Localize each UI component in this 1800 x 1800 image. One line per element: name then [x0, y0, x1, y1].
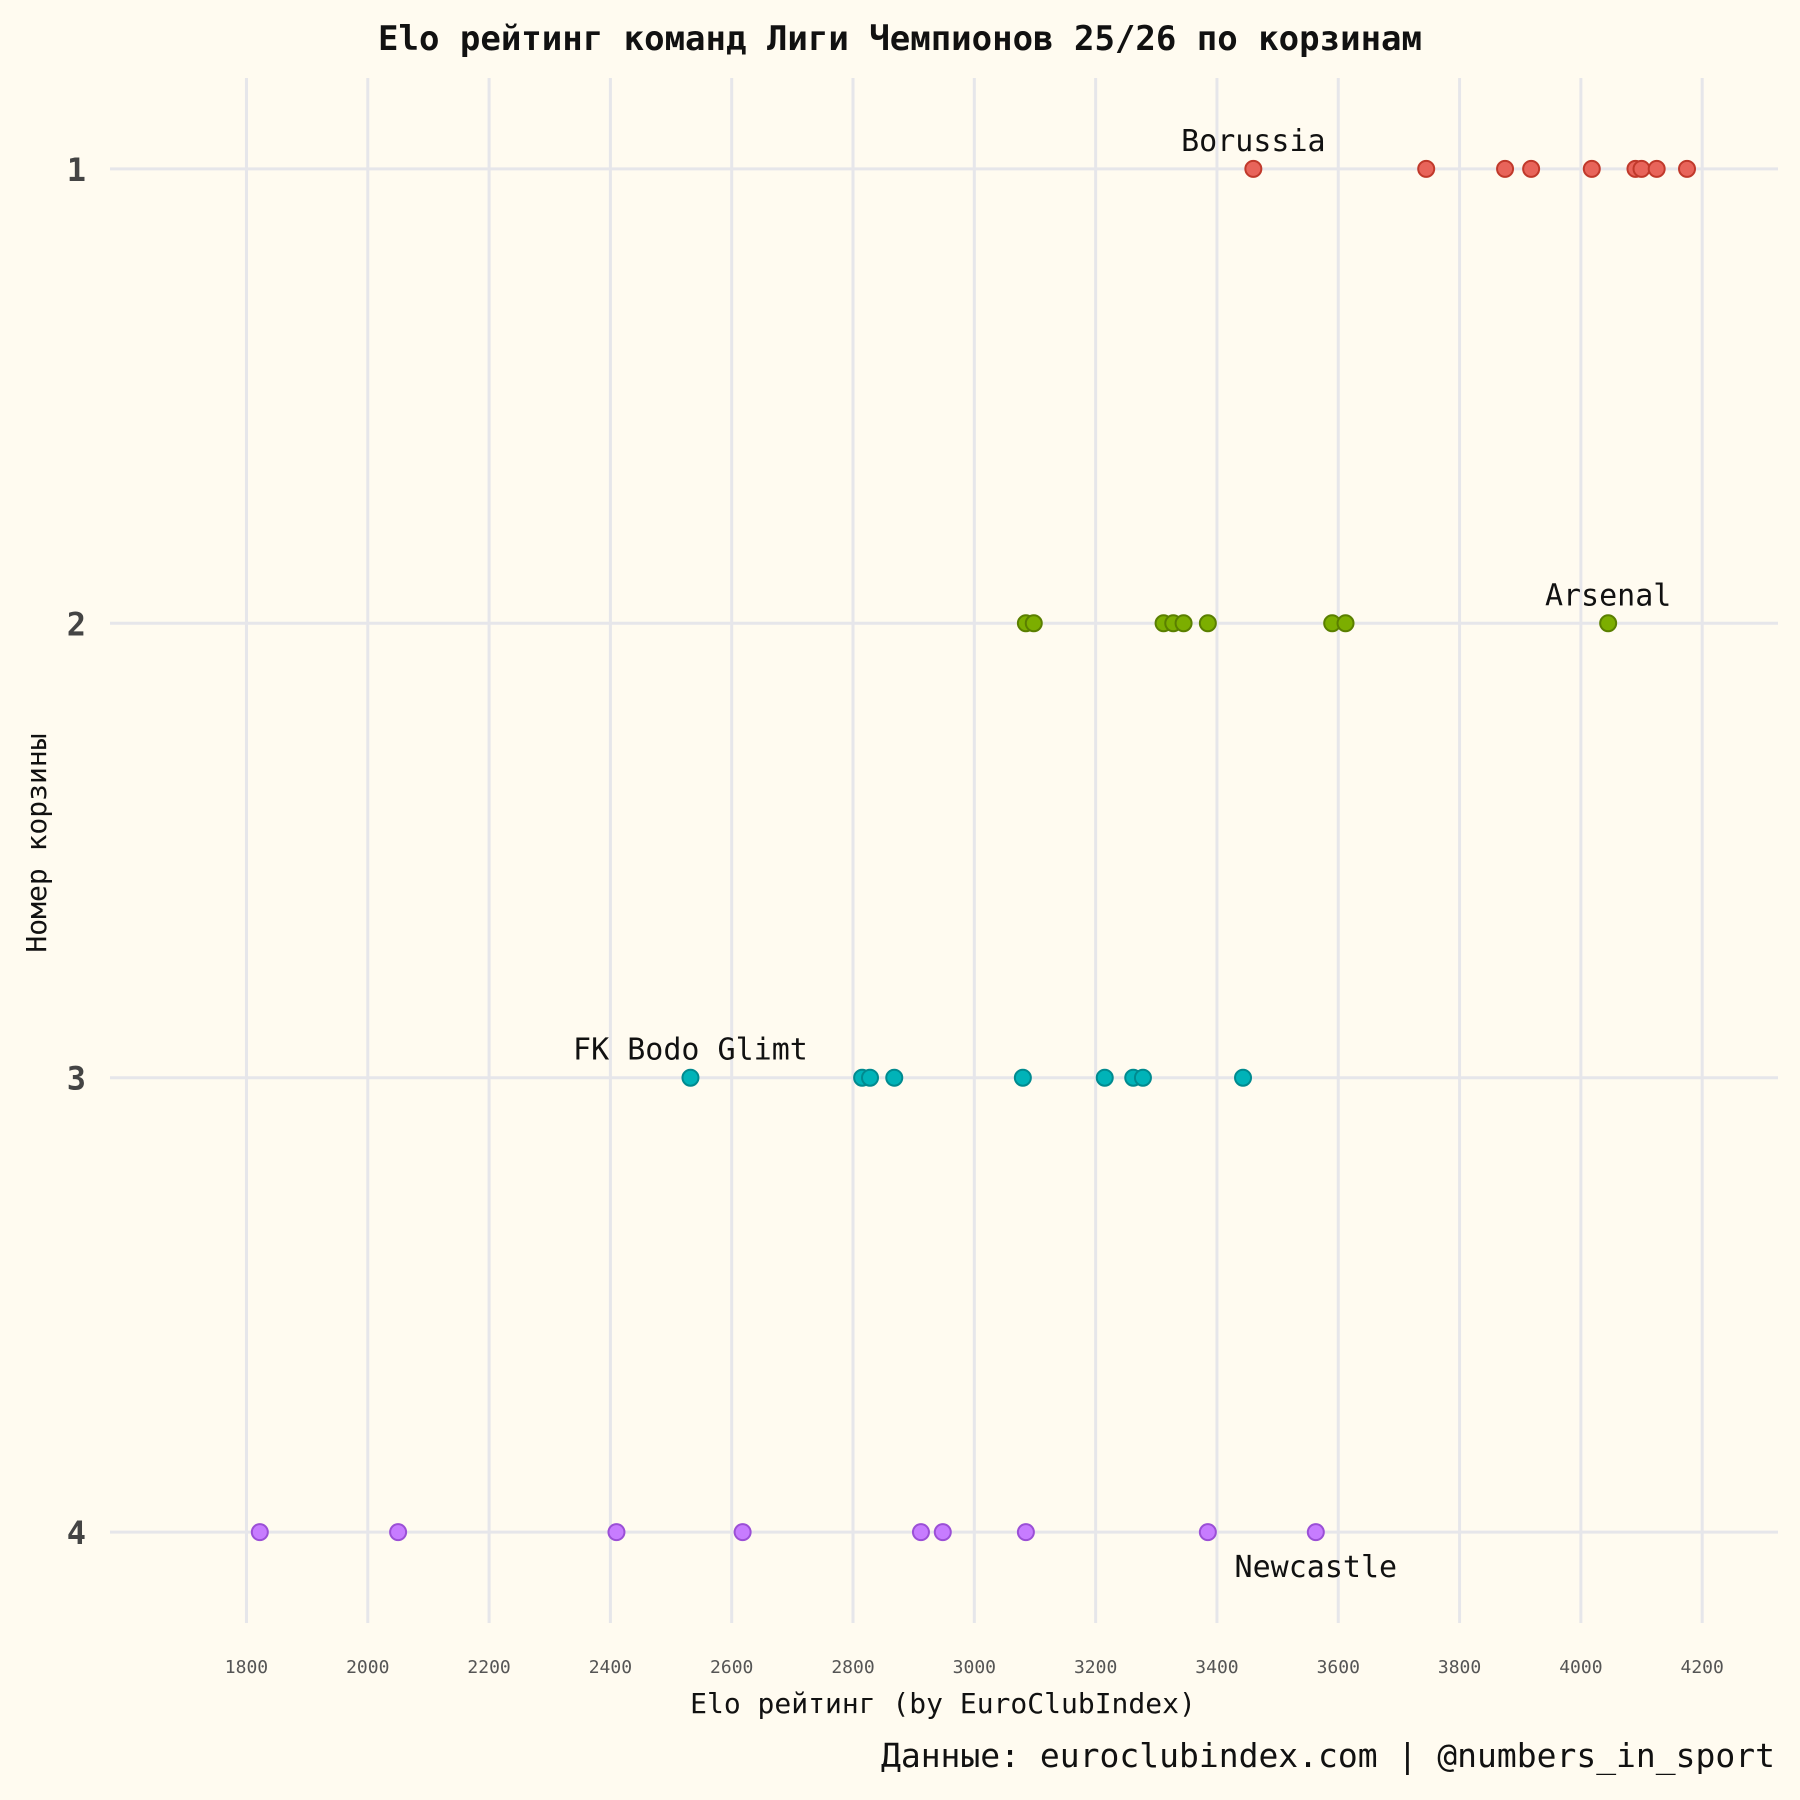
- chart-title: Elo рейтинг команд Лиги Чемпионов 25/26 …: [378, 19, 1422, 59]
- x-tick-label-1800: 1800: [225, 1657, 268, 1678]
- annotation-arsenal: Arsenal: [1545, 578, 1671, 613]
- x-tick-label-2000: 2000: [346, 1657, 389, 1678]
- x-tick-label-2800: 2800: [831, 1657, 874, 1678]
- point-pot1-0: [1244, 159, 1263, 178]
- point-pot3-3: [885, 1068, 904, 1087]
- x-gridlines: [244, 78, 1704, 1623]
- point-pot1-4: [1582, 159, 1601, 178]
- point-pot4-4: [911, 1523, 930, 1542]
- y-gridlines: [110, 167, 1778, 1534]
- x-tick-label-3000: 3000: [953, 1657, 996, 1678]
- y-tick-labels: 1 2 3 4: [67, 151, 86, 1552]
- point-pot3-7: [1133, 1068, 1152, 1087]
- point-pot1-6: [1632, 159, 1651, 178]
- x-tick-labels: 1800 2000 2200 2400 2600 2800 3000 3200 3400 3600…: [225, 1657, 1724, 1678]
- x-tick-label-2600: 2600: [710, 1657, 753, 1678]
- point-pot4-2: [607, 1523, 626, 1542]
- point-pot2-7: [1336, 614, 1355, 633]
- point-pot3-8: [1234, 1068, 1253, 1087]
- annotation-fk-bodo-glimt: FK Bodo Glimt: [573, 1033, 808, 1068]
- point-pot1-2: [1496, 159, 1515, 178]
- annotation-borussia: Borussia: [1181, 124, 1326, 159]
- x-tick-label-3400: 3400: [1195, 1657, 1238, 1678]
- point-pot2-5: [1198, 614, 1217, 633]
- x-tick-label-3200: 3200: [1074, 1657, 1117, 1678]
- point-pot4-5: [933, 1523, 952, 1542]
- point-pot4-3: [733, 1523, 752, 1542]
- point-pot1-7: [1647, 159, 1666, 178]
- point-pot3-0: [681, 1068, 700, 1087]
- x-tick-label-4000: 4000: [1559, 1657, 1602, 1678]
- annotation-newcastle: Newcastle: [1235, 1550, 1398, 1585]
- point-pot2-4: [1174, 614, 1193, 633]
- point-pot4-6: [1016, 1523, 1035, 1542]
- y-tick-label-1: 1: [67, 151, 86, 189]
- point-annotations: Borussia Arsenal FK Bodo Glimt Newcastle: [573, 124, 1671, 1585]
- point-pot4-0: [250, 1523, 269, 1542]
- point-pot1-8: [1678, 159, 1697, 178]
- data-points: [250, 159, 1697, 1542]
- point-pot2-1: [1024, 614, 1043, 633]
- point-pot2-8: [1599, 614, 1618, 633]
- y-tick-label-4: 4: [67, 1514, 86, 1552]
- x-axis-label: Elo рейтинг (by EuroClubIndex): [690, 1687, 1196, 1720]
- x-tick-label-3800: 3800: [1438, 1657, 1481, 1678]
- y-tick-label-3: 3: [67, 1060, 86, 1098]
- x-tick-label-3600: 3600: [1317, 1657, 1360, 1678]
- point-pot1-3: [1522, 159, 1541, 178]
- x-tick-label-2400: 2400: [589, 1657, 632, 1678]
- y-axis-label: Номер корзины: [20, 733, 53, 952]
- point-pot3-4: [1013, 1068, 1032, 1087]
- point-pot4-8: [1306, 1523, 1325, 1542]
- y-tick-label-2: 2: [67, 605, 86, 643]
- point-pot4-7: [1198, 1523, 1217, 1542]
- point-pot3-2: [861, 1068, 880, 1087]
- chart-caption: Данные: euroclubindex.com | @numbers_in_…: [881, 1736, 1775, 1776]
- point-pot3-5: [1095, 1068, 1114, 1087]
- x-tick-label-2200: 2200: [467, 1657, 510, 1678]
- point-pot1-1: [1417, 159, 1436, 178]
- point-pot4-1: [389, 1523, 408, 1542]
- x-tick-label-4200: 4200: [1681, 1657, 1724, 1678]
